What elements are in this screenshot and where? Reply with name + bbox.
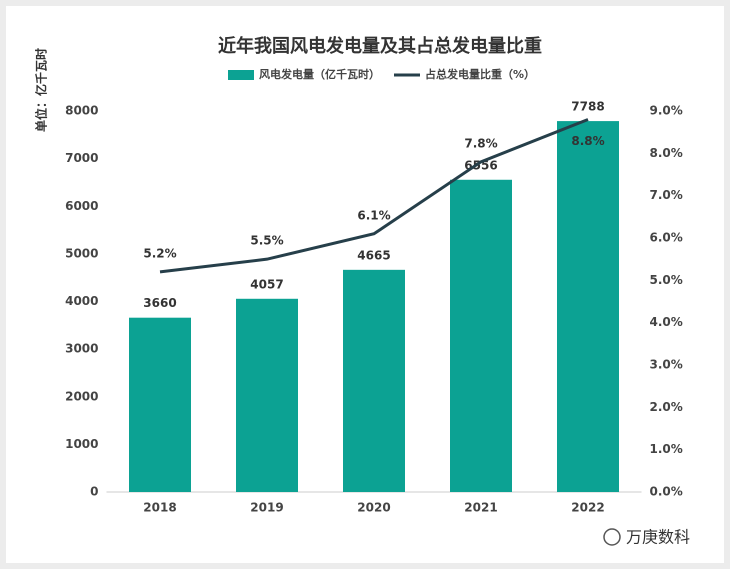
y2-tick-label: 6.0% bbox=[650, 231, 683, 245]
line-value-label: 5.2% bbox=[143, 246, 176, 260]
x-tick-label: 2022 bbox=[571, 501, 604, 515]
y-tick-label: 1000 bbox=[65, 437, 98, 451]
y2-tick-label: 5.0% bbox=[650, 273, 683, 287]
x-tick-label: 2021 bbox=[464, 501, 497, 515]
y-tick-label: 2000 bbox=[65, 389, 98, 403]
y-tick-label: 3000 bbox=[65, 342, 98, 356]
line-value-label: 5.5% bbox=[250, 234, 283, 248]
y2-tick-label: 2.0% bbox=[650, 400, 683, 414]
bar-value-label: 4057 bbox=[250, 277, 283, 291]
y2-tick-label: 9.0% bbox=[650, 104, 683, 118]
y-tick-label: 6000 bbox=[65, 199, 98, 213]
legend-label: 风电发电量（亿千瓦时） bbox=[259, 67, 380, 81]
bar bbox=[236, 298, 298, 492]
y2-tick-label: 8.0% bbox=[650, 146, 683, 160]
y-tick-label: 8000 bbox=[65, 104, 98, 118]
bar bbox=[129, 317, 191, 492]
y-tick-label: 5000 bbox=[65, 246, 98, 260]
y-tick-label: 4000 bbox=[65, 294, 98, 308]
y2-tick-label: 1.0% bbox=[650, 442, 683, 456]
bar bbox=[557, 121, 619, 492]
y2-tick-label: 4.0% bbox=[650, 315, 683, 329]
y2-tick-label: 0.0% bbox=[650, 485, 683, 499]
legend-swatch bbox=[228, 70, 254, 80]
y-tick-label: 7000 bbox=[65, 151, 98, 165]
y-tick-label: 0 bbox=[90, 485, 98, 499]
watermark-icon bbox=[603, 528, 621, 546]
line-value-label: 6.1% bbox=[357, 208, 390, 222]
chart-title: 近年我国风电发电量及其占总发电量比重 bbox=[218, 35, 542, 57]
legend-label: 占总发电量比重（%） bbox=[425, 67, 535, 81]
bar bbox=[343, 269, 405, 492]
x-tick-label: 2020 bbox=[357, 501, 390, 515]
line bbox=[159, 118, 589, 274]
bar-value-label: 4665 bbox=[357, 248, 390, 262]
y-axis-label: 单位：亿千瓦时 bbox=[34, 48, 49, 132]
bar bbox=[450, 179, 512, 492]
bar-value-label: 7788 bbox=[571, 100, 604, 114]
line-value-label: 7.8% bbox=[464, 136, 497, 150]
bar-value-label: 3660 bbox=[143, 296, 176, 310]
line-value-label: 8.8% bbox=[571, 134, 604, 148]
watermark: 万庚数科 bbox=[626, 528, 690, 547]
y2-tick-label: 7.0% bbox=[650, 188, 683, 202]
x-tick-label: 2018 bbox=[143, 501, 176, 515]
x-tick-label: 2019 bbox=[250, 501, 283, 515]
y2-tick-label: 3.0% bbox=[650, 358, 683, 372]
